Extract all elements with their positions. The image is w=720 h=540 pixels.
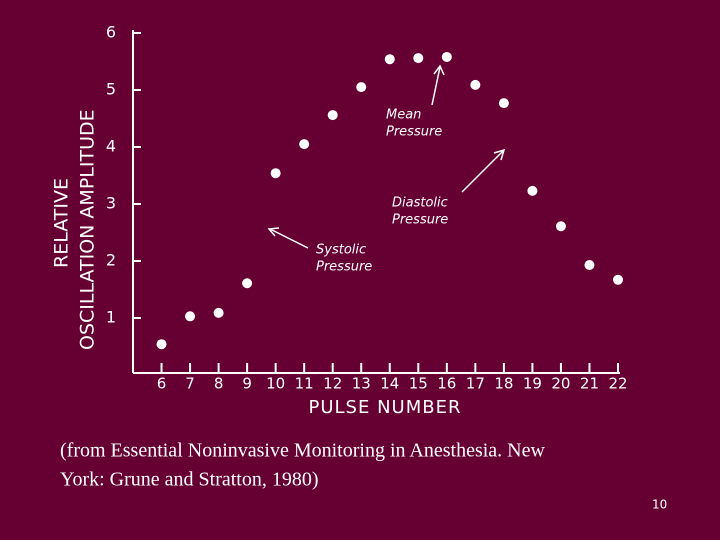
y-axis-title: RELATIVE <box>51 178 73 268</box>
x-tick-label: 9 <box>242 375 252 393</box>
arrowhead <box>493 148 506 161</box>
x-tick-label: 22 <box>608 375 627 393</box>
point <box>527 185 538 196</box>
x-tick-label: 21 <box>580 375 599 393</box>
slide-number: 10 <box>652 498 667 512</box>
point <box>356 82 367 93</box>
point <box>156 339 167 350</box>
x-tick-label: 11 <box>295 375 314 393</box>
x-tick-label: 13 <box>352 375 371 393</box>
x-tick-label: 8 <box>214 375 224 393</box>
point <box>299 139 310 150</box>
y-axis-title: OSCILLATION AMPLITUDE <box>77 109 99 350</box>
x-tick-label: 16 <box>437 375 456 393</box>
x-tick-label: 14 <box>380 375 399 393</box>
x-tick-label: 19 <box>523 375 542 393</box>
point <box>613 274 623 285</box>
y-tick-label: 4 <box>106 137 116 156</box>
x-tick-label: 15 <box>409 375 428 393</box>
caption: (from Essential Noninvasive Monitoring i… <box>60 440 545 462</box>
annotation: Diastolic <box>392 196 448 211</box>
y-tick-label: 2 <box>106 251 116 270</box>
y-tick-label: 3 <box>106 194 116 213</box>
point <box>441 51 452 62</box>
annotation: Systolic <box>316 243 366 258</box>
arrow <box>269 228 309 249</box>
x-tick-label: 7 <box>185 375 195 393</box>
x-tick-label: 18 <box>494 375 513 393</box>
point <box>470 79 481 90</box>
arrowhead <box>267 227 280 237</box>
point <box>384 54 395 65</box>
arrow <box>461 150 504 193</box>
annotation-arrows <box>267 64 506 249</box>
x-tick-label: 12 <box>323 375 342 393</box>
point <box>242 278 253 289</box>
y-tick-label: 5 <box>106 80 116 99</box>
x-axis-title: PULSE NUMBER <box>309 397 462 418</box>
point <box>584 259 595 270</box>
x-tick-label: 17 <box>466 375 485 393</box>
annotation: Mean <box>386 108 421 123</box>
y-tick-label: 6 <box>106 23 116 42</box>
x-tick-label: 20 <box>551 375 570 393</box>
point <box>555 221 566 232</box>
point <box>498 98 509 109</box>
arrow <box>431 66 441 106</box>
point <box>270 168 281 179</box>
x-tick-label: 6 <box>157 375 167 393</box>
x-tick-label: 10 <box>266 375 285 393</box>
arrowhead <box>433 64 445 76</box>
point <box>185 311 196 322</box>
y-tick-label: 1 <box>106 308 116 327</box>
caption: York: Grune and Stratton, 1980) <box>60 469 319 491</box>
annotation: Pressure <box>392 213 448 228</box>
annotation: Pressure <box>316 260 372 275</box>
point <box>413 53 424 64</box>
annotation: Pressure <box>386 125 442 140</box>
point <box>213 307 224 318</box>
point <box>327 110 338 121</box>
